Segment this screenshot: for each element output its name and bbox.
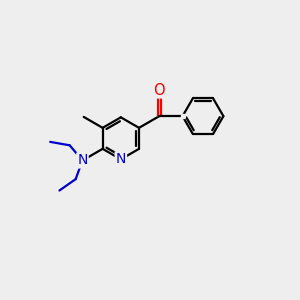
Text: N: N bbox=[77, 154, 88, 167]
Text: N: N bbox=[116, 152, 126, 166]
Text: O: O bbox=[153, 83, 165, 98]
